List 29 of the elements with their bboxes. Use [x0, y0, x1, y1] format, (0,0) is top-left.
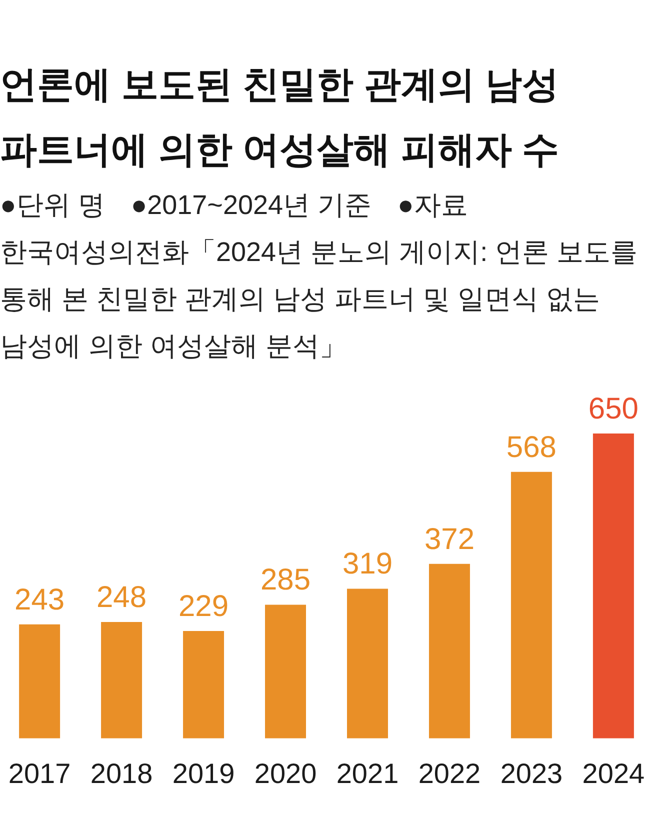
x-tick-label: 2020 [254, 758, 317, 789]
data-label: 650 [588, 392, 638, 426]
bar [101, 622, 142, 738]
bar [510, 472, 552, 738]
text: ●자료 [398, 190, 468, 220]
x-tick-label: 2023 [500, 758, 563, 789]
data-label: 229 [178, 590, 229, 623]
bar [183, 630, 224, 738]
x-tick-label: 2024 [582, 758, 645, 789]
bar [346, 588, 388, 738]
bar [265, 604, 306, 738]
data-label: 319 [342, 548, 393, 581]
text: ●2017~2024년 기준 [130, 190, 372, 220]
data-label: 372 [424, 522, 475, 556]
x-tick-label: 2021 [336, 758, 399, 789]
chart-title: 언론에 보도된 친밀한 관계의 남성 파트너에 의한 여성살해 피해자 수 [0, 63, 560, 172]
bar [19, 624, 60, 738]
text: ●단위 명 [0, 190, 105, 220]
data-label: 248 [96, 581, 147, 614]
data-label: 243 [14, 583, 65, 616]
text: 한국여성의전화「2024년 분노의 게이지: 언론 보도를 통해 본 친밀한 관계의 남성 파트너 및 일면식 없는 남성에 의한 여성살해 분석」 [0, 236, 639, 363]
x-tick-label: 2022 [418, 758, 481, 789]
x-tick-label: 2017 [8, 758, 71, 789]
data-label: 285 [260, 564, 311, 597]
data-label: 568 [506, 430, 556, 464]
bar [592, 433, 634, 738]
x-tick-label: 2018 [90, 758, 153, 789]
bar [428, 564, 470, 738]
x-tick-label: 2019 [172, 758, 235, 789]
